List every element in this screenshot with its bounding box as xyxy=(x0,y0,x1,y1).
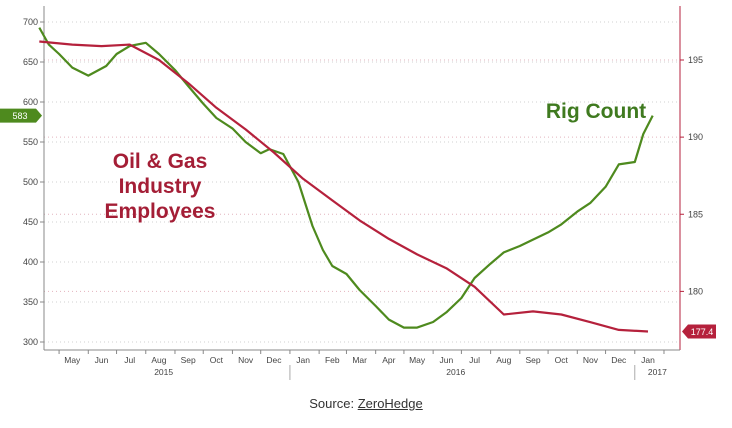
employees-annotation-line1: Oil & Gas xyxy=(113,150,208,173)
employees-line xyxy=(39,40,649,333)
month-label: Jan xyxy=(296,355,310,365)
right-tick-label: 195 xyxy=(688,55,703,65)
year-label: 2017 xyxy=(648,367,667,377)
left-tick-label: 700 xyxy=(23,17,38,27)
month-label: Nov xyxy=(238,355,254,365)
rig-count-last-badge xyxy=(0,108,42,123)
month-label: Oct xyxy=(555,355,569,365)
caption: Source: ZeroHedge xyxy=(0,396,732,411)
month-label: Jul xyxy=(124,355,135,365)
right-tick-label: 185 xyxy=(688,209,703,219)
left-tick-label: 300 xyxy=(23,337,38,347)
month-label: Feb xyxy=(325,355,340,365)
left-tick-label: 400 xyxy=(23,257,38,267)
month-label: May xyxy=(409,355,426,365)
month-label: Dec xyxy=(611,355,627,365)
caption-prefix: Source: xyxy=(309,396,358,411)
left-tick-label: 650 xyxy=(23,57,38,67)
month-label: Oct xyxy=(210,355,224,365)
left-tick-label: 500 xyxy=(23,177,38,187)
rig-count-line xyxy=(38,27,654,329)
month-label: Apr xyxy=(382,355,395,365)
month-label: Aug xyxy=(151,355,166,365)
month-label: Mar xyxy=(352,355,367,365)
chart: 300 350 400 450 500 550 600 650 700 180 185 190 195 M… xyxy=(0,6,716,380)
left-tick-label: 350 xyxy=(23,297,38,307)
left-tick-label: 550 xyxy=(23,137,38,147)
month-label: Jan xyxy=(641,355,655,365)
month-label: Jun xyxy=(95,355,109,365)
employees-annotation-line2: Industry xyxy=(119,175,202,198)
left-tick-label: 600 xyxy=(23,97,38,107)
right-tick-label: 190 xyxy=(688,132,703,142)
rig-count-annotation: Rig Count xyxy=(546,100,646,123)
employees-last-badge xyxy=(682,324,716,339)
month-label: Sep xyxy=(525,355,540,365)
month-label: Aug xyxy=(496,355,511,365)
source-link[interactable]: ZeroHedge xyxy=(357,396,423,411)
month-label: Sep xyxy=(181,355,196,365)
left-tick-label: 450 xyxy=(23,217,38,227)
month-label: Jul xyxy=(469,355,480,365)
month-label: May xyxy=(64,355,81,365)
employees-annotation-line3: Employees xyxy=(105,200,216,223)
employees-last-value: 177.4 xyxy=(691,327,714,337)
month-label: Nov xyxy=(583,355,599,365)
month-label: Dec xyxy=(266,355,282,365)
month-label: Jun xyxy=(439,355,453,365)
right-tick-label: 180 xyxy=(688,286,703,296)
year-label: 2016 xyxy=(446,367,465,377)
rig-count-last-value: 583 xyxy=(12,111,27,121)
year-label: 2015 xyxy=(154,367,173,377)
